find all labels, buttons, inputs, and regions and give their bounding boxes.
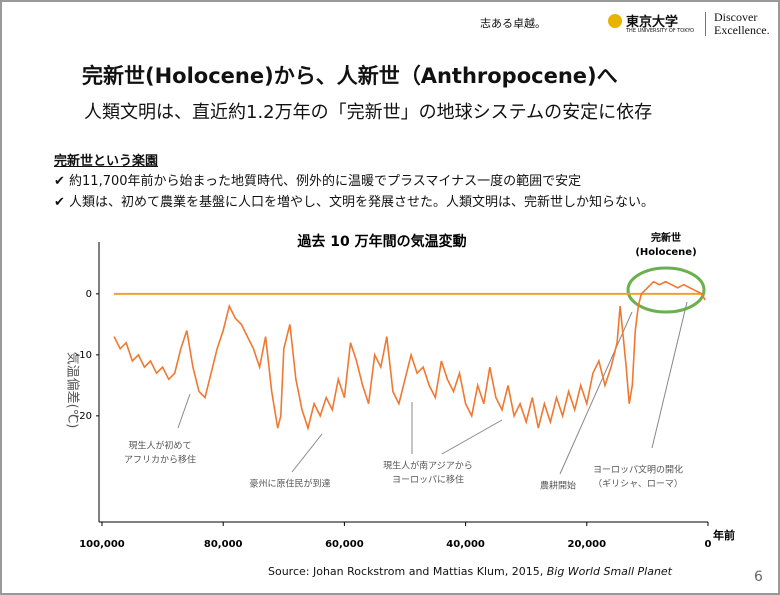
- annotation: 現生人が南アジアから: [383, 460, 473, 472]
- annotation: 完新世: [651, 231, 681, 244]
- temperature-line: [113, 280, 706, 431]
- arrow: [441, 419, 503, 455]
- x-tick-label: 80,000: [204, 539, 243, 550]
- tagline-2: Excellence.: [714, 23, 770, 37]
- source-text: Source: Johan Rockstrom and Mattias Klum…: [268, 565, 547, 578]
- y-tick-label: -20: [76, 411, 92, 422]
- divider: [705, 12, 706, 36]
- univ-en: THE UNIVERSITY OF TOKYO: [626, 28, 695, 34]
- annotation: 現生人が初めて: [128, 440, 191, 452]
- y-label: 気温偏差(℃): [65, 352, 81, 429]
- x-tick-label: 60,000: [325, 539, 364, 550]
- univ: 東京大学: [626, 15, 679, 30]
- x-label: 年前: [713, 528, 735, 542]
- bullet: ✔ 人類は、初めて農業を基盤に人口を増やし、文明を発展させた。人類文明は、完新世…: [54, 195, 655, 210]
- source: Source: Johan Rockstrom and Mattias Klum…: [268, 565, 672, 578]
- title: 完新世(Holocene)から、人新世（Anthropocene)へ: [82, 64, 618, 88]
- y-tick-label: -10: [76, 350, 92, 361]
- x-tick-label: 0: [705, 539, 712, 550]
- bullet-text: 人類は、初めて農業を基盤に人口を増やし、文明を発展させた。人類文明は、完新世しか…: [69, 195, 655, 210]
- bullet: ✔ 約11,700年前から始まった地質時代、例外的に温暖でプラスマイナス一度の範…: [54, 174, 582, 189]
- bullet-text: 約11,700年前から始まった地質時代、例外的に温暖でプラスマイナス一度の範囲で…: [69, 174, 582, 189]
- annotation: アフリカから移住: [124, 454, 196, 466]
- tagline: Discover Excellence.: [714, 11, 770, 37]
- motto: 志ある卓越。: [480, 17, 546, 30]
- subtitle: 人類文明は、直近約1.2万年の「完新世」の地球システムの安定に依存: [84, 102, 653, 123]
- y-tick-label: 0: [86, 289, 92, 300]
- annotation: ヨーロッパ文明の開化: [593, 464, 683, 476]
- x-tick-label: 20,000: [568, 539, 607, 550]
- annotation: 豪州に原住民が到達: [249, 478, 330, 490]
- annotation: ヨーロッパに移住: [392, 474, 464, 486]
- annotation: 農耕開始: [540, 480, 576, 492]
- section-heading: 完新世という楽園: [54, 154, 159, 169]
- x-tick-label: 40,000: [446, 539, 485, 550]
- arrow: [559, 311, 633, 475]
- annotation: （ギリシャ、ローマ）: [593, 479, 683, 490]
- annotation: (Holocene): [635, 247, 696, 258]
- page-number: 6: [754, 569, 763, 585]
- arrows: [177, 301, 688, 475]
- arrow: [177, 393, 191, 429]
- logo-icon: [608, 14, 622, 28]
- tagline-1: Discover: [714, 10, 758, 24]
- holocene-circle: [626, 266, 706, 314]
- source-italic: Big World Small Planet: [546, 565, 672, 578]
- arrow: [291, 433, 323, 473]
- chart-title: 過去 10 万年間の気温変動: [296, 233, 466, 250]
- chart: 過去 10 万年間の気温変動 気温偏差(℃) 年前 0 -10 -20 100,000…: [65, 231, 736, 550]
- arrow: [651, 301, 688, 449]
- x-tick-label: 100,000: [79, 539, 125, 550]
